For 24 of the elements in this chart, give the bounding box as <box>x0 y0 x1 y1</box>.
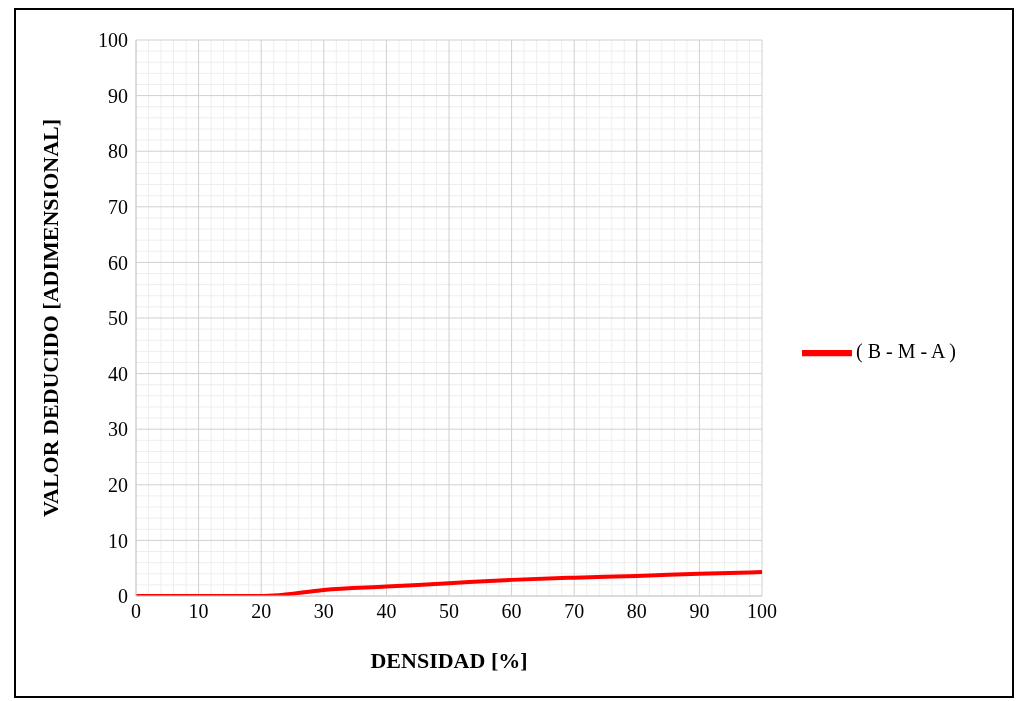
x-tick-label: 20 <box>251 600 272 623</box>
y-tick-label: 70 <box>108 195 128 218</box>
x-tick-label: 70 <box>564 600 585 623</box>
legend-label: ( B - M - A ) <box>856 339 956 362</box>
x-tick-label: 60 <box>501 600 522 623</box>
y-tick-label: 20 <box>108 473 128 496</box>
y-tick-label: 90 <box>108 84 128 107</box>
x-tick-label: 80 <box>626 600 647 623</box>
x-tick-label: 30 <box>313 600 334 623</box>
y-tick-label: 0 <box>118 585 128 608</box>
y-tick-label: 60 <box>108 251 128 274</box>
x-tick-label: 40 <box>376 600 397 623</box>
y-tick-label: 80 <box>108 140 128 163</box>
y-tick-label: 50 <box>108 307 128 330</box>
x-tick-label: 90 <box>689 600 710 623</box>
y-tick-label: 10 <box>108 529 128 552</box>
x-axis-title: DENSIDAD [%] <box>370 648 528 673</box>
x-tick-label: 10 <box>188 600 209 623</box>
y-tick-label: 30 <box>108 418 128 441</box>
x-tick-label: 100 <box>747 600 777 623</box>
y-axis-title: VALOR DEDUCIDO [ADIMENSIONAL] <box>37 118 63 518</box>
y-tick-label: 40 <box>108 362 128 385</box>
x-tick-label: 50 <box>439 600 459 623</box>
y-tick-label: 100 <box>98 29 128 52</box>
